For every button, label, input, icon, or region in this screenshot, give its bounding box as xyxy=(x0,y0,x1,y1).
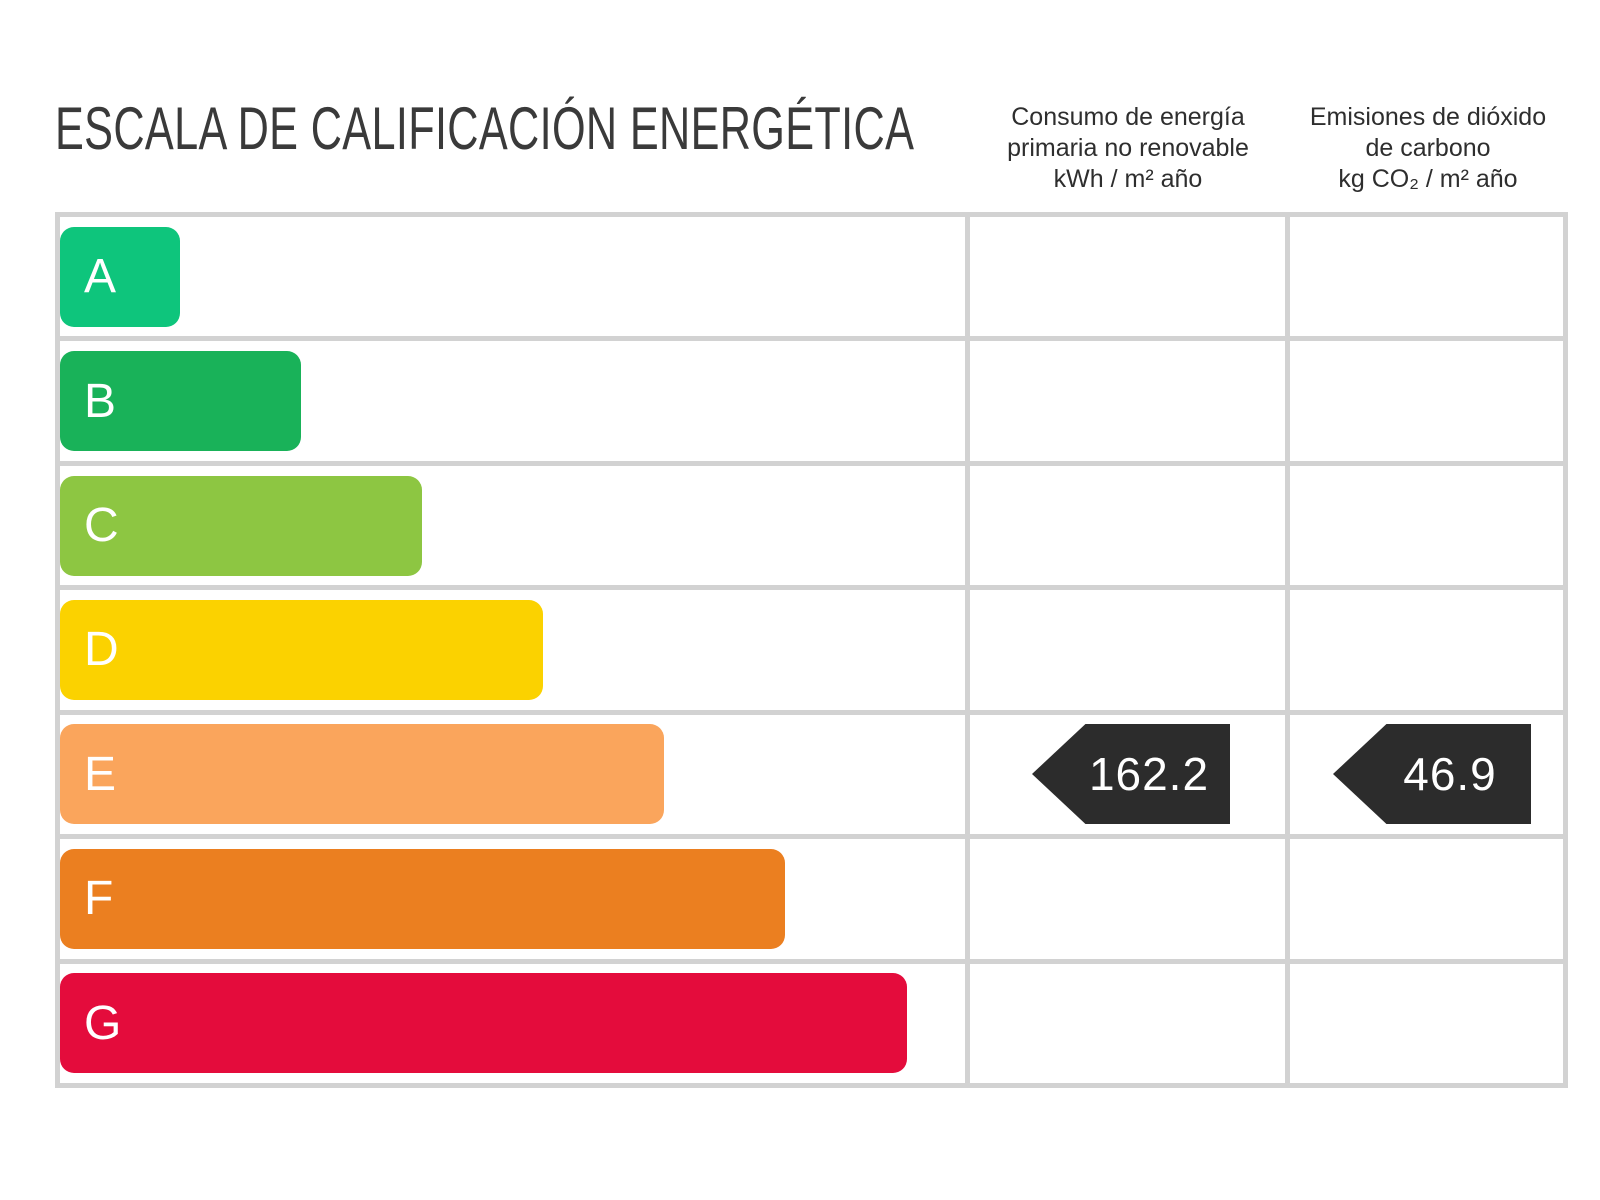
rating-row-e: E xyxy=(60,715,1563,840)
consumption-column-header: Consumo de energía primaria no renovable… xyxy=(968,102,1288,195)
rating-row-b: B xyxy=(60,341,1563,466)
column-divider-consumption xyxy=(965,217,970,1083)
rating-letter: F xyxy=(84,872,114,926)
rating-letter: G xyxy=(84,996,122,1050)
rating-letter: C xyxy=(84,499,119,553)
header-line: kWh / m² año xyxy=(1053,165,1203,193)
rating-table: A B C D E F G 162.2 46.9 xyxy=(55,212,1568,1088)
emissions-column-header: Emisiones de dióxido de carbono kg CO₂ /… xyxy=(1288,102,1568,195)
header-line: primaria no renovable xyxy=(1007,134,1249,162)
header-line: de carbono xyxy=(1365,134,1491,162)
rating-bar-d: D xyxy=(60,599,543,700)
rating-letter: E xyxy=(84,747,117,801)
rating-bar-f: F xyxy=(60,848,785,949)
rating-letter: B xyxy=(84,374,117,428)
rating-bar-g: G xyxy=(60,973,907,1074)
page-title: ESCALA DE CALIFICACIÓN ENERGÉTICA xyxy=(55,95,915,162)
rating-row-f: F xyxy=(60,839,1563,964)
rating-row-d: D xyxy=(60,590,1563,715)
column-divider-emissions xyxy=(1285,217,1290,1083)
rating-bar-a: A xyxy=(60,226,180,327)
header-line: Emisiones de dióxido xyxy=(1309,103,1547,131)
rating-letter: D xyxy=(84,623,119,677)
rating-row-c: C xyxy=(60,466,1563,591)
rating-bar-e: E xyxy=(60,724,664,825)
rating-row-a: A xyxy=(60,217,1563,342)
rating-bar-b: B xyxy=(60,351,301,452)
header-line: Consumo de energía xyxy=(1011,103,1245,131)
rating-rows: A B C D E F G xyxy=(60,217,1563,1083)
consumption-value: 162.2 xyxy=(1088,748,1210,800)
rating-bar-c: C xyxy=(60,475,422,576)
header-line: kg CO₂ / m² año xyxy=(1338,165,1518,193)
rating-letter: A xyxy=(84,250,117,304)
emissions-value: 46.9 xyxy=(1403,748,1497,800)
rating-row-g: G xyxy=(60,964,1563,1083)
